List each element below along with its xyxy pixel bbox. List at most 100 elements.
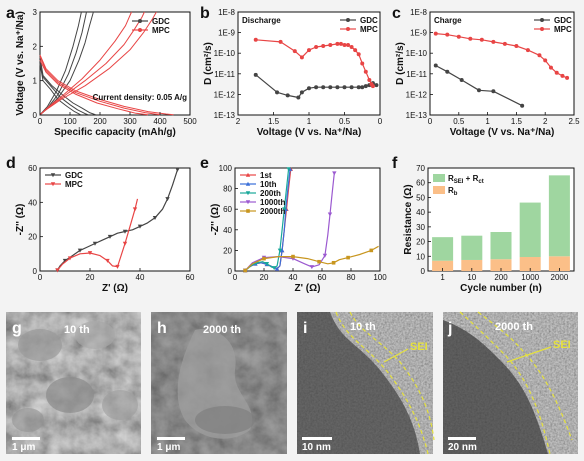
y-tick-label-d-0: 0 — [33, 267, 38, 276]
point-c-0-1 — [445, 69, 450, 74]
legend-marker-e-4 — [246, 209, 250, 213]
y-tick-label-a-0: 0 — [33, 111, 38, 120]
point-c-1-0 — [433, 31, 438, 36]
point-b-1-2 — [292, 49, 297, 54]
point-b-0-3 — [296, 95, 301, 100]
point-e-4-8 — [331, 260, 336, 265]
point-b-1-7 — [328, 42, 333, 47]
y-tick-label-f-7: 70 — [416, 164, 425, 173]
point-b-1-9 — [338, 41, 343, 46]
point-c-1-4 — [479, 37, 484, 42]
point-c-1-11 — [548, 65, 553, 70]
point-c-1-6 — [502, 41, 507, 46]
point-b-0-14 — [363, 84, 368, 89]
point-d-0-6 — [92, 241, 98, 246]
y-tick-label-f-6: 60 — [416, 179, 425, 188]
point-e-4-6 — [317, 259, 321, 264]
point-b-0-7 — [321, 85, 326, 90]
scale-bar-g — [12, 437, 40, 440]
x-tick-label-e-0: 0 — [233, 273, 238, 282]
point-d-0-18 — [175, 167, 180, 172]
image-caption-g: 10 th — [64, 324, 90, 336]
y-tick-label-e-2: 40 — [223, 226, 232, 235]
point-c-0-5 — [520, 103, 525, 108]
point-e-3-6 — [309, 265, 315, 270]
y-tick-label-d-1: 20 — [28, 233, 37, 242]
point-b-0-6 — [314, 85, 319, 90]
point-c-1-12 — [554, 70, 559, 75]
point-c-1-7 — [514, 43, 519, 48]
legend-label-c-1: MPC — [554, 25, 572, 34]
point-b-1-10 — [342, 42, 347, 47]
x-tick-label-b-2: 1 — [307, 117, 312, 126]
tem-image-2000th — [443, 312, 578, 454]
point-b-1-3 — [299, 55, 304, 60]
x-tick-label-c-2: 1 — [485, 117, 490, 126]
x-tick-label-d-3: 60 — [186, 273, 195, 282]
legend-marker-e-2 — [245, 191, 251, 196]
y-tick-label-f-0: 0 — [421, 267, 426, 276]
point-b-0-10 — [342, 85, 347, 90]
y-tick-label-c-1: 1E-9 — [410, 29, 427, 38]
x-tick-label-f-3: 1000 — [521, 273, 539, 282]
point-d-0-4 — [77, 248, 83, 253]
x-tick-label-c-3: 1.5 — [511, 117, 523, 126]
legend-marker-e-0 — [245, 172, 251, 177]
point-e-1-8 — [279, 248, 285, 253]
legend-label-e-4: 2000th — [260, 207, 285, 216]
sem-image-10th — [6, 312, 141, 454]
point-d-0-16 — [165, 197, 170, 202]
y-tick-label-f-1: 10 — [416, 252, 425, 261]
y-tick-label-b-3: 1E-11 — [214, 70, 235, 79]
point-d-0-12 — [137, 224, 143, 229]
scale-bar-i — [302, 437, 332, 440]
y-axis-label-e: -Z'' (Ω) — [210, 204, 221, 236]
x-axis-label-d: Z' (Ω) — [102, 283, 128, 294]
panel-label-a: a — [6, 5, 15, 22]
legend-label-e-2: 200th — [260, 189, 281, 198]
image-caption-j: 2000 th — [495, 321, 533, 333]
legend-label-e-1: 10th — [260, 180, 277, 189]
point-b-1-16 — [363, 69, 368, 74]
sei-arrow-2000th — [506, 346, 552, 363]
x-tick-label-a-5: 500 — [183, 117, 197, 126]
bar-f-1-3 — [519, 202, 541, 258]
legend-label-e-0: 1st — [260, 171, 272, 180]
y-tick-label-f-3: 30 — [416, 223, 425, 232]
point-e-3-8 — [322, 253, 328, 258]
y-tick-label-e-4: 80 — [223, 185, 232, 194]
scale-label-j: 20 nm — [448, 442, 477, 453]
legend-label-a-1: MPC — [152, 26, 170, 35]
point-d-1-12 — [132, 207, 138, 212]
sei-arrow-10th — [383, 348, 409, 363]
x-tick-label-b-1: 1.5 — [268, 117, 280, 126]
legend-label-e-3: 1000th — [260, 198, 285, 207]
series-line-e-4 — [244, 245, 379, 271]
point-e-2-8 — [277, 248, 283, 253]
point-e-3-10 — [327, 212, 333, 217]
point-b-1-8 — [335, 41, 340, 46]
bar-f-1-1 — [461, 235, 483, 260]
y-tick-label-b-4: 1E-12 — [214, 90, 236, 99]
plot-area-e — [234, 167, 381, 272]
y-tick-label-d-2: 40 — [28, 198, 37, 207]
panel-label-c: c — [392, 5, 401, 22]
point-c-1-10 — [543, 58, 548, 63]
point-b-1-1 — [278, 39, 283, 44]
scale-label-i: 10 nm — [302, 442, 331, 453]
point-c-1-3 — [468, 36, 473, 41]
bar-f-0-2 — [490, 259, 512, 271]
point-b-0-9 — [335, 85, 340, 90]
scale-bar-j — [448, 437, 476, 440]
point-c-1-8 — [525, 48, 530, 53]
x-tick-label-f-0: 1 — [440, 273, 445, 282]
point-b-0-2 — [285, 93, 290, 98]
point-e-4-0 — [243, 268, 247, 273]
y-tick-label-e-5: 100 — [219, 164, 233, 173]
point-e-4-10 — [346, 255, 350, 260]
bar-f-0-0 — [432, 260, 454, 271]
sem-image-2000th — [151, 312, 287, 454]
sei-boundary-10th — [335, 311, 435, 455]
point-c-1-1 — [445, 32, 450, 37]
